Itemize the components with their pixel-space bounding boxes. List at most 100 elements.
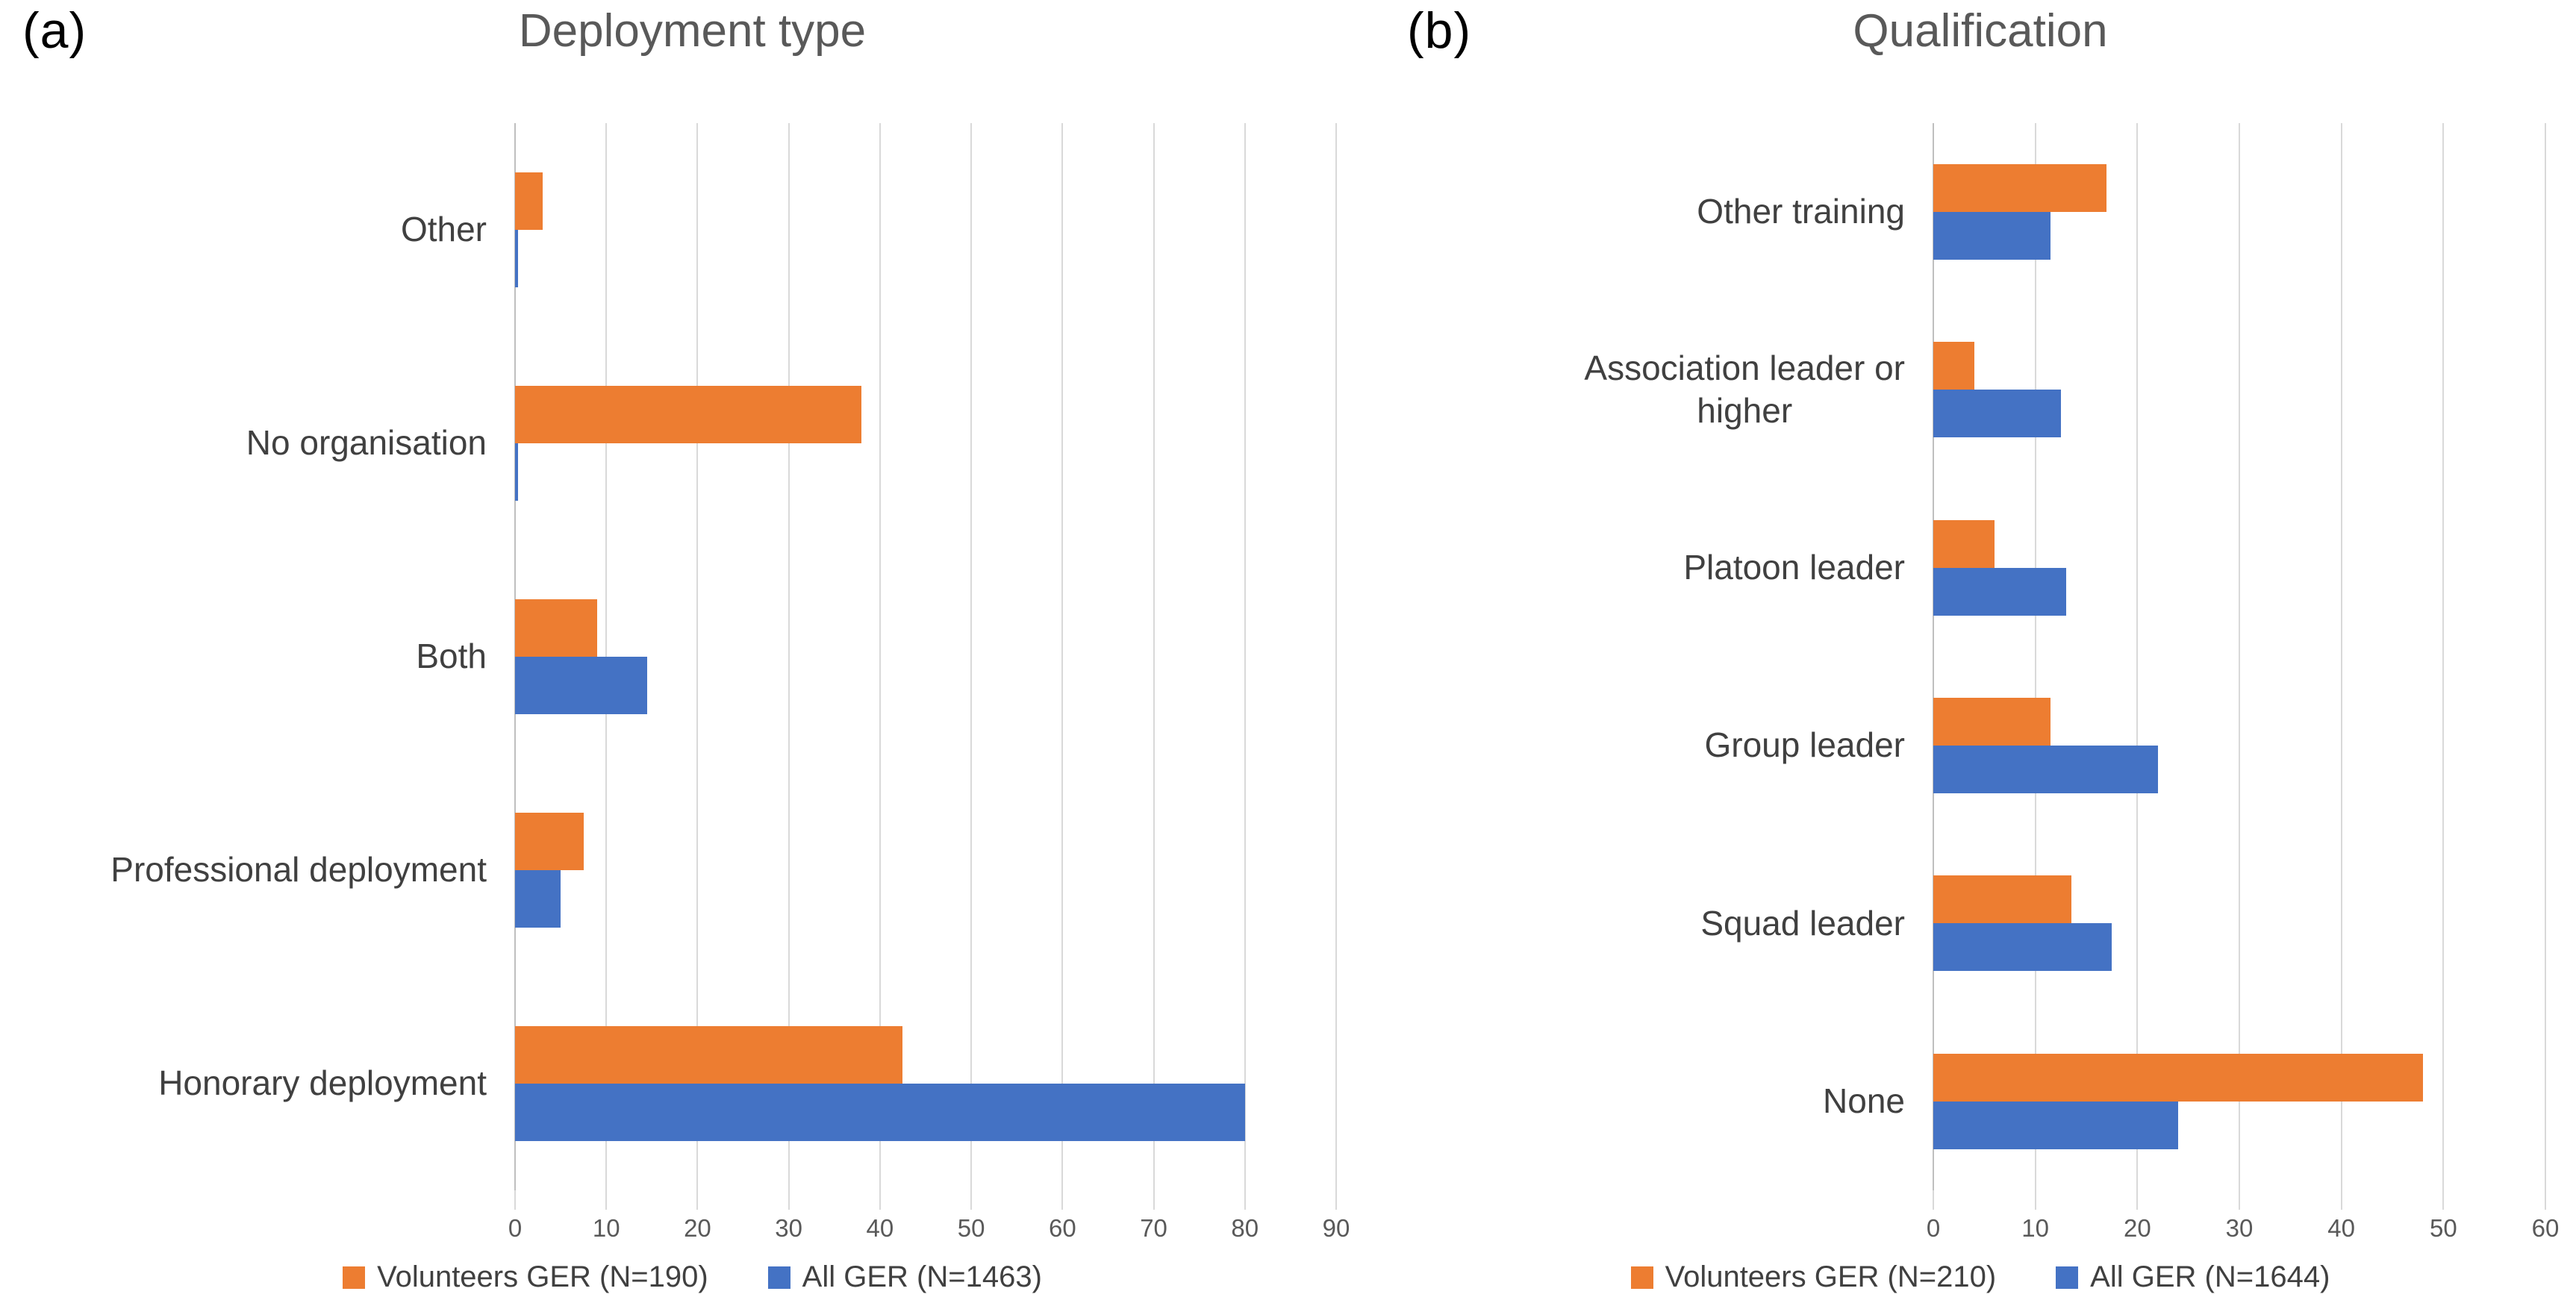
category-label-cell: Both [0,550,515,763]
tick-mark [788,1190,790,1210]
panel-header: (b) Qualification [1385,0,2576,86]
bars-group [515,337,1336,550]
tick-label: 20 [684,1214,711,1242]
bar-all [1933,390,2061,438]
tick-label: 10 [592,1214,620,1242]
plot-area: Other No organisation Both Professional dep… [0,123,1385,1190]
legend-label: Volunteers GER (N=210) [1665,1260,1997,1293]
bars-group [515,977,1336,1190]
tick-mark [2136,1190,2139,1210]
gridline [2239,123,2240,1190]
tick-label: 50 [957,1214,985,1242]
bar-volunteers [1933,164,2107,213]
gridline [1061,123,1064,1190]
category-label-cell: Professional deployment [0,763,515,977]
category-label: Other training [1697,192,1905,231]
tick-mark [2239,1190,2240,1210]
category-label-cell: None [1385,1013,1933,1190]
tick-mark [970,1190,973,1210]
gridline [2034,123,2036,1190]
bar-all [515,870,561,928]
tick-label: 70 [1140,1214,1167,1242]
category-label: Professional deployment [110,850,487,890]
category-label-cell: No organisation [0,337,515,550]
category-label-cell: Other [0,123,515,337]
bar-all [515,1084,1245,1141]
tick-label: 20 [2123,1214,2151,1242]
gridline [1244,123,1246,1190]
gridline [970,123,973,1190]
category-label-cell: Platoon leader [1385,479,1933,657]
bar-volunteers [515,1026,903,1084]
legend-swatch [1630,1266,1653,1289]
category-row: Professional deployment [0,763,1385,977]
tick-mark [605,1190,608,1210]
bars-group [1933,301,2545,478]
gridline [1153,123,1155,1190]
tick-label: 60 [2531,1214,2560,1242]
legend-swatch [2056,1266,2079,1289]
bars-group [515,550,1336,763]
tick-mark [1061,1190,1064,1210]
tick-mark [1153,1190,1155,1210]
tick-label: 0 [508,1214,523,1242]
category-row: Group leader [1385,657,2576,834]
category-row: Other [0,123,1385,337]
tick-label: 30 [2225,1214,2254,1242]
tick-mark [2340,1190,2342,1210]
gridline [2545,123,2546,1190]
legend-swatch [767,1266,790,1289]
category-label-cell: Squad leader [1385,834,1933,1012]
tick-label: 50 [2429,1214,2457,1242]
bar-all [1933,567,2066,616]
bars-group [515,763,1336,977]
category-label-cell: Group leader [1385,657,1933,834]
gridline-layer [1933,123,2546,1190]
panel-header: (a) Deployment type [0,0,1385,86]
bar-volunteers [515,172,543,230]
category-row: Platoon leader [1385,479,2576,657]
bars-group [1933,123,2545,301]
gridline [696,123,699,1190]
category-label: Platoon leader [1683,548,1905,587]
category-row: Honorary deployment [0,977,1385,1190]
category-row: None [1385,1013,2576,1190]
tick-label: 90 [1322,1214,1350,1242]
panel-letter: (a) [22,2,87,59]
bar-volunteers [1933,342,1974,390]
bars-group [515,123,1336,337]
panel-letter: (b) [1407,2,1472,59]
legend-label: All GER (N=1644) [2090,1260,2330,1293]
bar-volunteers [515,386,862,443]
category-label: Association leader or higher [1584,348,1905,431]
category-row: Other training [1385,123,2576,301]
chart-title: Qualification [1853,5,2108,57]
legend: Volunteers GER (N=190) All GER (N=1463) [0,1249,1385,1306]
legend-item: Volunteers GER (N=210) [1630,1260,1997,1294]
bar-all [515,230,518,287]
tick-label: 40 [866,1214,894,1242]
bar-volunteers [1933,875,2071,924]
plot-area: Other training Association leader or high… [1385,123,2576,1190]
tick-mark [1933,1190,1934,1210]
bars-group [1933,1013,2545,1190]
tick-label: 10 [2021,1214,2050,1242]
tick-mark [514,1190,516,1210]
chart-panel-deployment-type: (a) Deployment type Other No organisation… [0,0,1385,1306]
category-row: Both [0,550,1385,763]
tick-mark [2034,1190,2036,1210]
bar-all [1933,746,2158,794]
tick-mark [696,1190,699,1210]
chart-title: Deployment type [518,5,867,57]
legend-swatch [343,1266,366,1289]
gridline [2340,123,2342,1190]
bar-volunteers [1933,519,1995,568]
bar-all [515,657,648,714]
bar-volunteers [1933,1053,2423,1102]
tick-mark [2442,1190,2445,1210]
tick-label: 30 [775,1214,803,1242]
gridline [788,123,790,1190]
category-label: Honorary deployment [158,1063,487,1103]
legend-label: All GER (N=1463) [802,1260,1042,1293]
